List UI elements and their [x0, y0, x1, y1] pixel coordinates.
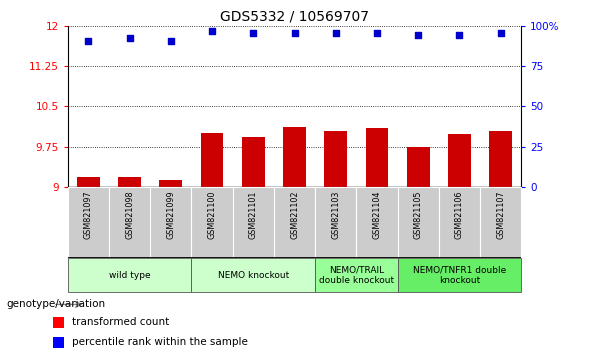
Bar	[439, 187, 480, 258]
Bar	[407, 147, 429, 187]
Bar	[150, 187, 191, 258]
Point	[372, 30, 382, 36]
Bar	[68, 258, 191, 292]
Bar	[160, 181, 182, 187]
Text: NEMO/TRAIL
double knockout: NEMO/TRAIL double knockout	[319, 266, 394, 285]
Point	[413, 32, 423, 38]
Text: GSM821100: GSM821100	[207, 190, 217, 239]
Bar	[366, 128, 388, 187]
Bar	[325, 131, 347, 187]
Bar	[489, 131, 512, 187]
Text: GSM821102: GSM821102	[290, 190, 299, 239]
Point	[84, 38, 93, 44]
Text: GSM821106: GSM821106	[455, 190, 464, 239]
Title: GDS5332 / 10569707: GDS5332 / 10569707	[220, 9, 369, 23]
Bar	[201, 133, 223, 187]
Text: percentile rank within the sample: percentile rank within the sample	[72, 337, 249, 347]
Point	[249, 30, 258, 36]
Text: transformed count: transformed count	[72, 318, 170, 327]
Bar	[448, 134, 471, 187]
Text: NEMO knockout: NEMO knockout	[218, 271, 289, 280]
Text: wild type: wild type	[109, 271, 150, 280]
Text: GSM821105: GSM821105	[413, 190, 423, 239]
Bar	[109, 187, 150, 258]
Text: GSM821101: GSM821101	[249, 190, 258, 239]
Text: NEMO/TNFR1 double
knockout: NEMO/TNFR1 double knockout	[413, 266, 506, 285]
Text: GSM821103: GSM821103	[331, 190, 340, 239]
Bar	[77, 177, 100, 187]
Point	[207, 28, 217, 34]
Bar	[480, 187, 521, 258]
Text: genotype/variation: genotype/variation	[6, 299, 105, 309]
Text: GSM821104: GSM821104	[372, 190, 382, 239]
Text: GSM821097: GSM821097	[84, 190, 93, 239]
Bar	[274, 187, 315, 258]
Bar	[191, 187, 233, 258]
Bar	[118, 177, 141, 187]
Bar	[53, 317, 64, 328]
Bar	[191, 258, 315, 292]
Bar	[233, 187, 274, 258]
Point	[290, 30, 299, 36]
Bar	[315, 258, 398, 292]
Bar	[315, 187, 356, 258]
Point	[331, 30, 340, 36]
Point	[455, 32, 464, 38]
Bar	[242, 137, 264, 187]
Bar	[356, 187, 398, 258]
Bar	[68, 187, 109, 258]
Bar	[398, 187, 439, 258]
Text: GSM821107: GSM821107	[496, 190, 505, 239]
Text: GSM821099: GSM821099	[166, 190, 176, 239]
Bar	[398, 258, 521, 292]
Text: GSM821098: GSM821098	[125, 190, 134, 239]
Point	[496, 30, 505, 36]
Point	[166, 38, 176, 44]
Bar	[53, 337, 64, 348]
Bar	[283, 127, 306, 187]
Point	[125, 35, 134, 40]
